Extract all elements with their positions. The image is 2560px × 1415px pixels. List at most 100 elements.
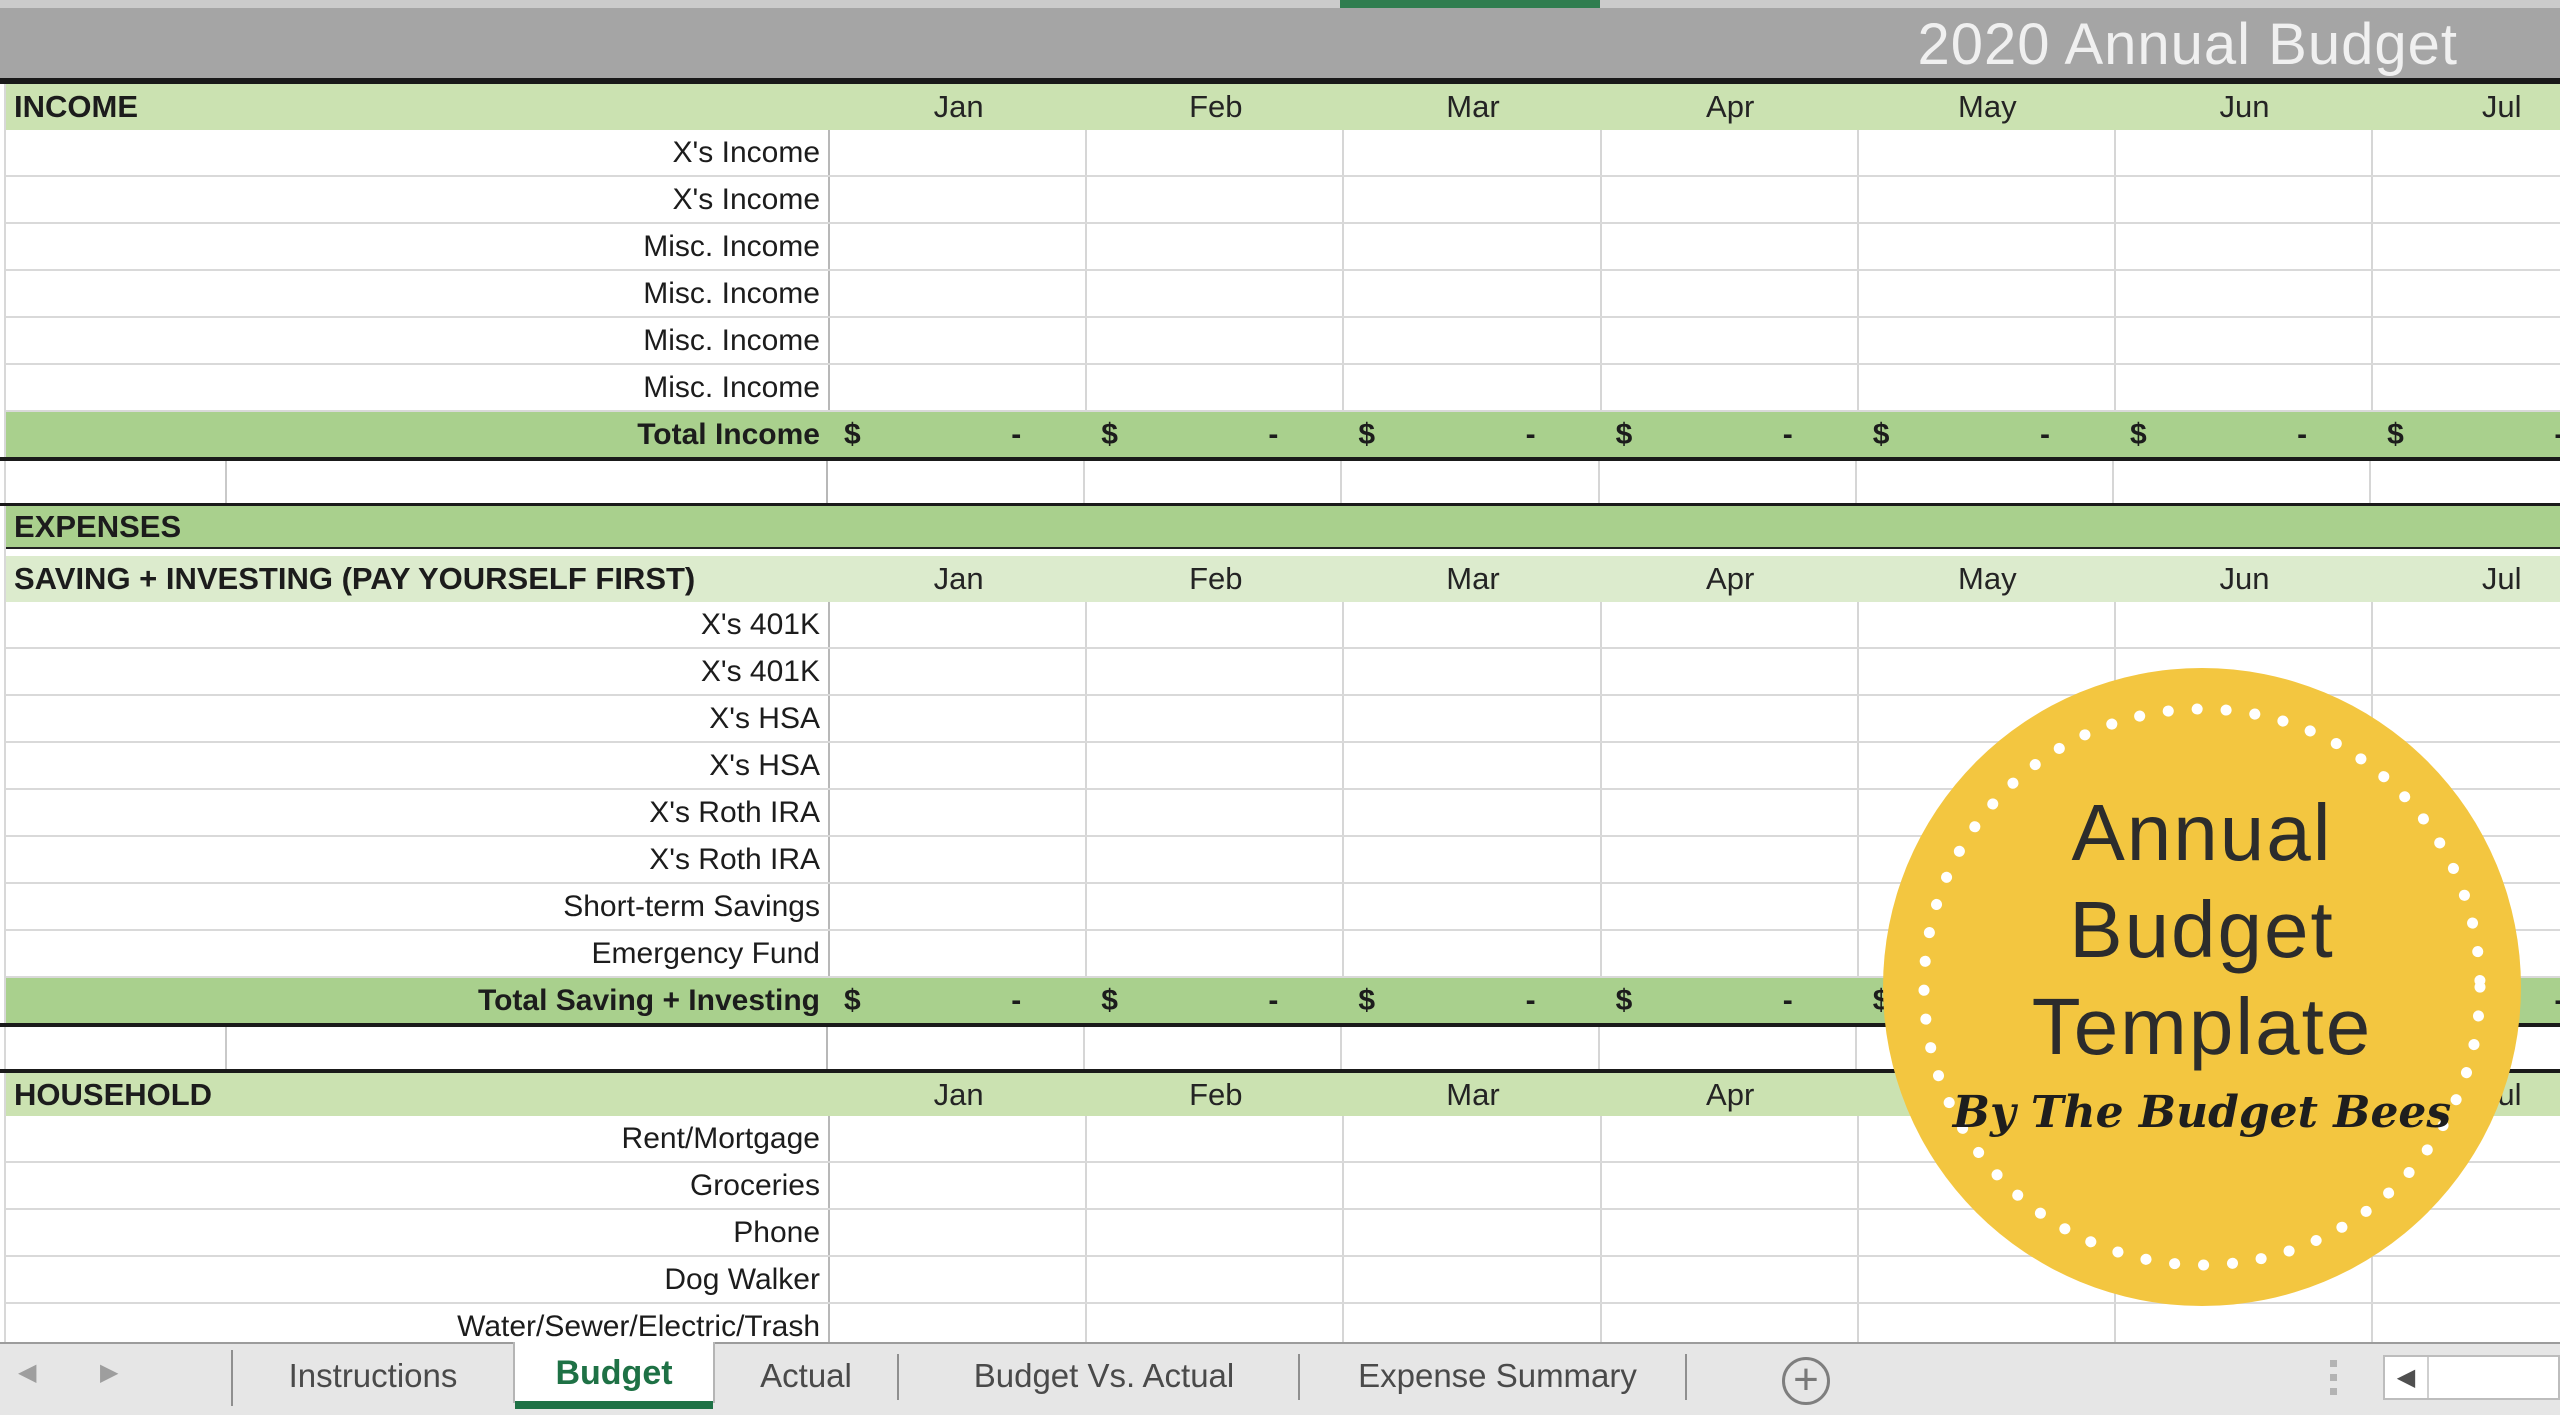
data-cell[interactable] bbox=[1087, 318, 1345, 363]
data-cell[interactable] bbox=[830, 1210, 1088, 1255]
row-label-cell[interactable]: Misc. Income bbox=[6, 271, 830, 316]
data-cell[interactable] bbox=[1087, 743, 1345, 788]
data-cell[interactable] bbox=[1602, 177, 1859, 222]
data-cell[interactable] bbox=[1087, 1163, 1345, 1208]
data-cell[interactable] bbox=[1087, 1210, 1345, 1255]
data-cell[interactable] bbox=[1602, 318, 1859, 363]
month-header-cell[interactable]: Apr bbox=[1706, 1076, 1755, 1112]
data-cell[interactable] bbox=[6, 1027, 227, 1069]
data-cell[interactable] bbox=[1344, 1163, 1602, 1208]
data-cell[interactable] bbox=[1087, 224, 1345, 269]
data-cell[interactable] bbox=[1087, 837, 1345, 882]
total-cell[interactable]: $- bbox=[1087, 412, 1344, 457]
row-label-cell[interactable]: Misc. Income bbox=[6, 318, 830, 363]
add-sheet-button[interactable]: + bbox=[1782, 1357, 1830, 1405]
data-cell[interactable] bbox=[1859, 130, 2116, 175]
total-cell[interactable]: $- bbox=[1859, 412, 2116, 457]
row-label-cell[interactable]: Emergency Fund bbox=[6, 931, 830, 976]
data-cell[interactable] bbox=[830, 271, 1088, 316]
row-label-cell[interactable]: X's 401K bbox=[6, 602, 830, 647]
data-cell[interactable] bbox=[1600, 1027, 1857, 1069]
data-cell[interactable] bbox=[1085, 1027, 1343, 1069]
month-header-cell[interactable]: Apr bbox=[1706, 89, 1755, 124]
data-cell[interactable] bbox=[2373, 130, 2560, 175]
data-cell[interactable] bbox=[2371, 461, 2560, 503]
data-cell[interactable] bbox=[1859, 271, 2116, 316]
data-cell[interactable] bbox=[830, 884, 1088, 929]
total-cell[interactable]: $- bbox=[1087, 978, 1344, 1023]
data-cell[interactable] bbox=[2373, 602, 2560, 647]
data-cell[interactable] bbox=[1344, 365, 1602, 410]
data-cell[interactable] bbox=[1344, 884, 1602, 929]
data-cell[interactable] bbox=[1344, 271, 1602, 316]
data-cell[interactable] bbox=[1602, 790, 1859, 835]
month-header-cell[interactable]: Mar bbox=[1446, 561, 1500, 596]
data-cell[interactable] bbox=[830, 696, 1088, 741]
data-cell[interactable] bbox=[1602, 602, 1859, 647]
data-cell[interactable] bbox=[830, 1304, 1088, 1342]
data-cell[interactable] bbox=[830, 602, 1088, 647]
data-cell[interactable] bbox=[1859, 177, 2116, 222]
row-label-cell[interactable]: X's HSA bbox=[6, 743, 830, 788]
tab-scroll-handle-icon[interactable] bbox=[2330, 1360, 2338, 1402]
data-cell[interactable] bbox=[227, 1027, 828, 1069]
data-cell[interactable] bbox=[1602, 1163, 1859, 1208]
data-cell[interactable] bbox=[1857, 461, 2114, 503]
data-cell[interactable] bbox=[830, 743, 1088, 788]
data-cell[interactable] bbox=[1085, 461, 1343, 503]
data-cell[interactable] bbox=[1087, 271, 1345, 316]
data-cell[interactable] bbox=[1087, 130, 1345, 175]
data-cell[interactable] bbox=[1344, 696, 1602, 741]
data-cell[interactable] bbox=[1859, 1304, 2116, 1342]
data-cell[interactable] bbox=[1087, 365, 1345, 410]
month-header-cell[interactable]: Feb bbox=[1189, 561, 1243, 596]
month-header-cell[interactable]: Jul bbox=[2481, 89, 2522, 124]
data-cell[interactable] bbox=[830, 130, 1088, 175]
data-cell[interactable] bbox=[2116, 365, 2374, 410]
next-sheet-icon[interactable]: ▶ bbox=[100, 1359, 119, 1386]
row-label-cell[interactable]: X's Income bbox=[6, 130, 830, 175]
data-cell[interactable] bbox=[6, 461, 227, 503]
data-cell[interactable] bbox=[2373, 177, 2560, 222]
data-cell[interactable] bbox=[1602, 1257, 1859, 1302]
data-cell[interactable] bbox=[1602, 884, 1859, 929]
total-cell[interactable]: $- bbox=[1602, 412, 1859, 457]
data-cell[interactable] bbox=[1344, 177, 1602, 222]
tab-actual[interactable]: Actual bbox=[760, 1357, 852, 1394]
data-cell[interactable] bbox=[227, 461, 828, 503]
data-cell[interactable] bbox=[1087, 1257, 1345, 1302]
row-label-cell[interactable]: Water/Sewer/Electric/Trash bbox=[6, 1304, 830, 1342]
section-band-row[interactable]: EXPENSES bbox=[6, 506, 2560, 549]
data-cell[interactable] bbox=[1344, 1257, 1602, 1302]
data-cell[interactable] bbox=[1342, 461, 1600, 503]
data-cell[interactable] bbox=[1602, 743, 1859, 788]
data-cell[interactable] bbox=[1087, 884, 1345, 929]
data-cell[interactable] bbox=[2373, 224, 2560, 269]
data-cell[interactable] bbox=[830, 837, 1088, 882]
total-cell[interactable]: $- bbox=[1344, 412, 1601, 457]
data-cell[interactable] bbox=[1344, 130, 1602, 175]
data-cell[interactable] bbox=[2116, 318, 2374, 363]
total-cell[interactable]: $- bbox=[1602, 978, 1859, 1023]
data-cell[interactable] bbox=[830, 790, 1088, 835]
data-cell[interactable] bbox=[1859, 649, 2116, 694]
data-cell[interactable] bbox=[1859, 224, 2116, 269]
month-header-cell[interactable]: Jul bbox=[2481, 561, 2522, 596]
data-cell[interactable] bbox=[1087, 1304, 1345, 1342]
data-cell[interactable] bbox=[830, 649, 1088, 694]
data-cell[interactable] bbox=[1859, 318, 2116, 363]
month-header-cell[interactable]: May bbox=[1958, 561, 2017, 596]
data-cell[interactable] bbox=[2116, 1304, 2374, 1342]
month-header-cell[interactable]: Apr bbox=[1706, 561, 1755, 596]
data-cell[interactable] bbox=[2373, 318, 2560, 363]
data-cell[interactable] bbox=[2116, 224, 2374, 269]
section-header-label[interactable]: INCOME bbox=[14, 89, 138, 124]
data-cell[interactable] bbox=[2116, 649, 2374, 694]
tab-budget[interactable]: Budget bbox=[513, 1342, 715, 1403]
data-cell[interactable] bbox=[1859, 365, 2116, 410]
data-cell[interactable] bbox=[1602, 130, 1859, 175]
total-row-label[interactable]: Total Income bbox=[637, 417, 820, 451]
data-cell[interactable] bbox=[2116, 602, 2374, 647]
row-label-cell[interactable]: Short-term Savings bbox=[6, 884, 830, 929]
data-cell[interactable] bbox=[828, 1027, 1086, 1069]
